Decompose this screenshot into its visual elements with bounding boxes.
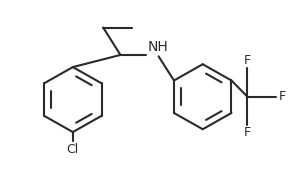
Text: F: F: [279, 90, 286, 103]
Text: NH: NH: [148, 40, 169, 53]
Text: F: F: [244, 54, 251, 67]
Text: Cl: Cl: [67, 143, 79, 156]
Text: F: F: [244, 126, 251, 139]
